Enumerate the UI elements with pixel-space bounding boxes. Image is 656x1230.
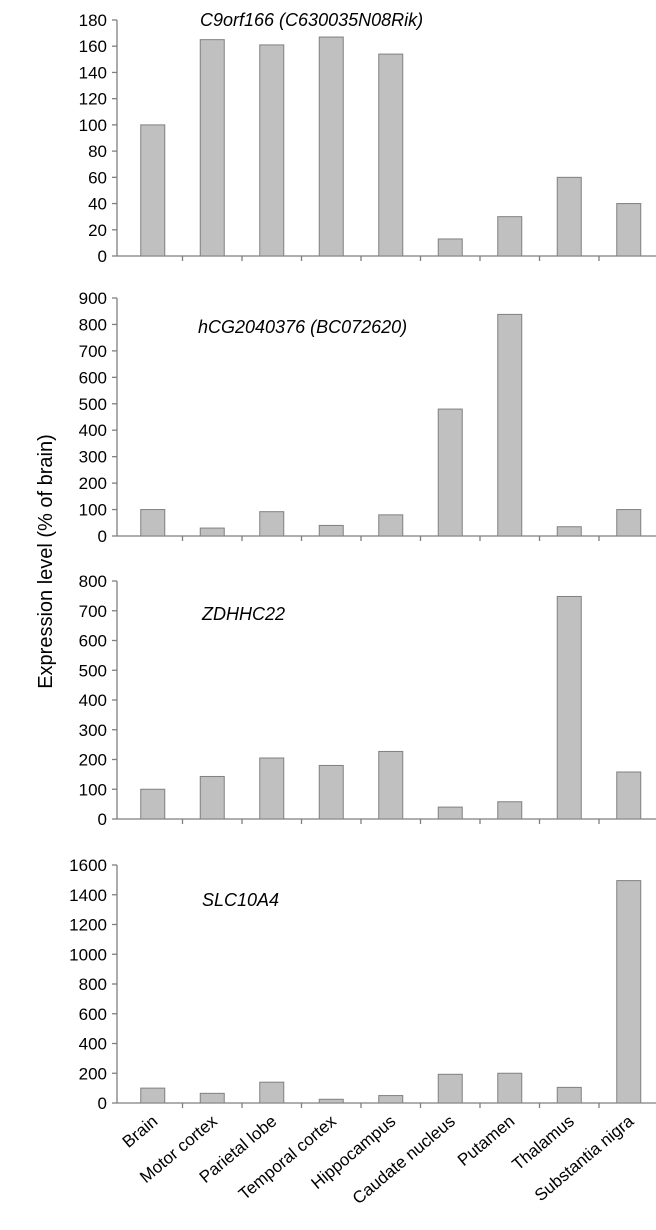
y-tick-label: 400 (79, 421, 107, 440)
bar-temporal-cortex (318, 524, 344, 537)
bar-caudate-nucleus (437, 806, 463, 820)
bar-parietal-lobe (259, 511, 285, 537)
y-tick-label: 400 (79, 691, 107, 710)
y-tick-label: 140 (79, 63, 107, 82)
panel-title: SLC10A4 (202, 890, 279, 910)
y-tick-label: 1600 (69, 856, 107, 875)
y-tick-label: 180 (79, 11, 107, 30)
y-tick-label: 0 (98, 527, 107, 546)
panel-title: hCG2040376 (BC072620) (198, 317, 407, 337)
x-category-label: Substantia nigra (531, 1111, 638, 1205)
bar-parietal-lobe (259, 757, 285, 820)
bar-motor-cortex (199, 39, 225, 257)
panel-3: 0 100 200 300 400 500 600 700 800 ZDHHC22 (79, 572, 656, 829)
y-tick-label: 0 (98, 810, 107, 829)
y-tick-label: 0 (98, 247, 107, 266)
y-tick-label: 160 (79, 37, 107, 56)
bar-hippocampus (378, 53, 404, 257)
bar-brain (140, 1087, 166, 1104)
bar-hippocampus (378, 1095, 404, 1104)
y-tick-label: 200 (79, 751, 107, 770)
y-tick-label: 60 (88, 168, 107, 187)
y-tick-label: 200 (79, 474, 107, 493)
bar-motor-cortex (199, 775, 225, 820)
y-tick-label: 0 (98, 1094, 107, 1113)
y-tick-label: 800 (79, 315, 107, 334)
y-tick-label: 100 (79, 780, 107, 799)
bar-temporal-cortex (318, 36, 344, 257)
bar-substantia-nigra (616, 509, 642, 537)
bar-substantia-nigra (616, 203, 642, 257)
y-tick-label: 100 (79, 501, 107, 520)
bar-putamen (497, 313, 523, 537)
y-tick-label: 120 (79, 90, 107, 109)
bar-caudate-nucleus (437, 238, 463, 257)
bar-temporal-cortex (318, 764, 344, 820)
bar-brain (140, 788, 166, 820)
x-category-label: Brain (119, 1112, 162, 1152)
bar-parietal-lobe (259, 44, 285, 257)
y-tick-label: 400 (79, 1035, 107, 1054)
bar-putamen (497, 216, 523, 257)
panel-title: C9orf166 (C630035N08Rik) (200, 10, 423, 30)
bar-thalamus (556, 526, 582, 537)
panel-title: ZDHHC22 (201, 604, 285, 624)
y-axis-label: Expression level (% of brain) (35, 434, 57, 689)
y-tick-label: 40 (88, 195, 107, 214)
y-tick-label: 1200 (69, 916, 107, 935)
y-tick-label: 700 (79, 342, 107, 361)
bar-thalamus (556, 1086, 582, 1104)
y-tick-label: 500 (79, 395, 107, 414)
x-category-label: Caudate nucleus (349, 1112, 459, 1209)
bar-brain (140, 509, 166, 537)
bar-thalamus (556, 595, 582, 820)
y-tick-label: 600 (79, 368, 107, 387)
bar-brain (140, 124, 166, 257)
bar-motor-cortex (199, 527, 225, 537)
bar-substantia-nigra (616, 880, 642, 1104)
bar-temporal-cortex (318, 1098, 344, 1104)
chart-panels: 0 20 40 60 80 100 120 140 160 180 C9orf166 (C63003… (69, 10, 656, 1113)
y-tick-label: 80 (88, 142, 107, 161)
bar-putamen (497, 801, 523, 820)
panel-4: 0 200 400 600 800 1000 1200 1400 1600 SLC10A4 (69, 856, 656, 1113)
bar-substantia-nigra (616, 771, 642, 820)
y-tick-label: 500 (79, 661, 107, 680)
y-tick-label: 20 (88, 221, 107, 240)
panel-2: 0 100 200 300 400 500 600 700 800 900 hCG2040376 (… (79, 289, 656, 546)
y-tick-label: 300 (79, 721, 107, 740)
bar-motor-cortex (199, 1092, 225, 1104)
bar-caudate-nucleus (437, 408, 463, 537)
y-tick-label: 100 (79, 116, 107, 135)
bar-thalamus (556, 176, 582, 257)
y-tick-label: 600 (79, 632, 107, 651)
y-tick-label: 600 (79, 1005, 107, 1024)
y-tick-label: 800 (79, 572, 107, 591)
y-tick-label: 900 (79, 289, 107, 308)
y-tick-label: 200 (79, 1064, 107, 1083)
bar-putamen (497, 1072, 523, 1104)
bar-parietal-lobe (259, 1081, 285, 1104)
bar-hippocampus (378, 514, 404, 537)
y-tick-label: 1400 (69, 886, 107, 905)
bar-hippocampus (378, 750, 404, 820)
y-tick-label: 300 (79, 448, 107, 467)
y-tick-label: 1000 (69, 945, 107, 964)
panel-1: 0 20 40 60 80 100 120 140 160 180 C9orf166 (C63003… (79, 10, 656, 266)
bar-caudate-nucleus (437, 1073, 463, 1104)
y-tick-label: 700 (79, 602, 107, 621)
y-tick-label: 800 (79, 975, 107, 994)
